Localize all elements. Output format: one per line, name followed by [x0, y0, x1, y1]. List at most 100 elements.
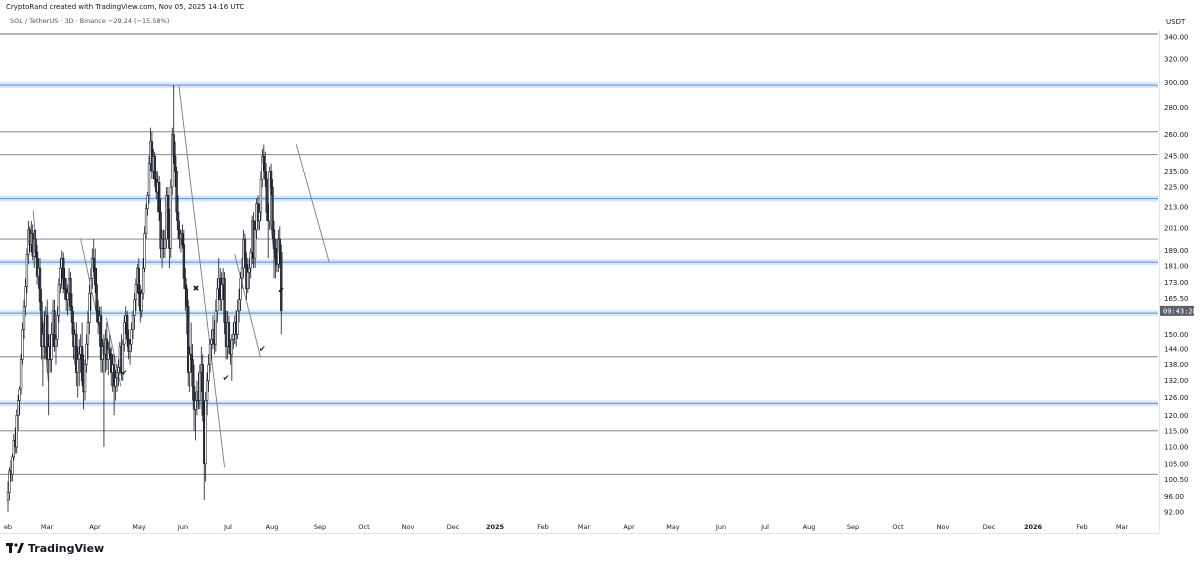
candle-body — [205, 380, 209, 401]
time-tick-label: Aug — [803, 523, 816, 531]
price-tick-label: 245.00 — [1164, 153, 1189, 161]
time-tick-label: May — [666, 523, 680, 531]
candle-body — [248, 267, 251, 273]
candle-body — [236, 310, 239, 335]
candle-body — [110, 353, 113, 373]
candle-body — [262, 155, 265, 164]
price-tick-label: 225.00 — [1164, 184, 1189, 192]
candle-body — [66, 292, 69, 300]
candle-body — [198, 372, 202, 401]
candle-body — [40, 301, 43, 347]
candle-body — [210, 338, 213, 345]
candle-body — [6, 492, 10, 501]
candle-body — [117, 366, 120, 373]
candle-body — [50, 334, 53, 360]
price-tick-label: 110.00 — [1164, 443, 1189, 451]
price-tick-label: 144.00 — [1164, 346, 1189, 354]
price-tick-label: 100.50 — [1164, 476, 1189, 484]
candle-body — [243, 238, 247, 259]
price-tick-label: 213.00 — [1164, 203, 1189, 211]
candle-body — [89, 278, 93, 294]
price-tick-label: 320.00 — [1164, 56, 1189, 64]
candle-body — [163, 238, 167, 249]
candle-body — [59, 267, 62, 285]
time-tick-label: 2026 — [1024, 523, 1043, 531]
candle-body — [239, 278, 242, 300]
candle-body — [278, 238, 281, 253]
time-tick-label: Apr — [89, 523, 101, 531]
price-tick-label: 173.00 — [1164, 279, 1189, 287]
candle-body — [85, 343, 88, 365]
candle-body — [78, 353, 81, 360]
candle-body — [46, 315, 49, 360]
time-tick-label: Mar — [41, 523, 54, 531]
last-price-badge: 09:43:28 — [1160, 305, 1197, 316]
horizontal-levels — [0, 33, 1158, 475]
candle-body — [75, 334, 78, 373]
check-marker: ✔ — [121, 368, 128, 377]
price-tick-label: 181.00 — [1164, 263, 1189, 271]
candle-body — [184, 278, 187, 290]
trendline — [234, 254, 261, 357]
time-tick-label: Jul — [223, 523, 232, 531]
svg-text:09:43:28: 09:43:28 — [1163, 307, 1197, 315]
brand-name: TradingView — [28, 541, 105, 555]
candle-body — [35, 252, 39, 277]
candle-body — [133, 299, 136, 316]
candle-body — [99, 315, 103, 360]
time-tick-label: Mar — [578, 523, 591, 531]
candle-body — [53, 310, 56, 347]
tradingview-logo: TradingView — [6, 541, 104, 555]
candle-body — [18, 388, 21, 401]
candles — [6, 85, 283, 512]
candle-body — [169, 186, 172, 249]
candle-body — [265, 178, 268, 213]
candle-body — [185, 288, 188, 307]
candle-body — [143, 233, 146, 269]
candle-body — [240, 267, 244, 279]
candle-body — [70, 306, 74, 323]
candle-body — [56, 315, 59, 340]
candle-body — [223, 278, 226, 323]
candle-body — [134, 284, 138, 300]
candle-body — [191, 359, 194, 387]
symbol-info: SOL / TetherUS · 3D · Binance −29.24 (−1… — [10, 17, 170, 25]
time-tick-label: Mar — [1116, 523, 1129, 531]
check-marker: ✔ — [223, 374, 230, 383]
price-tick-label: 132.00 — [1164, 377, 1189, 385]
candle-body — [137, 267, 140, 294]
time-tick-label: May — [132, 523, 146, 531]
candle-body — [24, 286, 27, 307]
candle-body — [272, 229, 276, 249]
time-tick-label: Jun — [177, 523, 188, 531]
candle-body — [181, 233, 184, 245]
candle-body — [128, 343, 132, 352]
candle-body — [237, 299, 241, 312]
price-tick-label: 92.00 — [1164, 508, 1184, 516]
candle-body — [80, 346, 84, 382]
candle-body — [253, 229, 257, 259]
candle-body — [25, 253, 29, 288]
candle-body — [176, 211, 180, 231]
time-tick-label: Nov — [402, 523, 415, 531]
time-tick-label: Feb — [537, 523, 549, 531]
candle-body — [114, 377, 117, 387]
candle-body — [280, 252, 283, 312]
candle-body — [264, 163, 267, 180]
candle-body — [188, 353, 191, 373]
candle-body — [126, 315, 129, 340]
chart-header-title: CryptoRand created with TradingView.com,… — [6, 3, 245, 11]
candle-body — [95, 284, 98, 312]
trendlines — [32, 86, 330, 468]
candle-body — [194, 400, 197, 410]
time-tick-label: Oct — [358, 523, 370, 531]
candle-body — [172, 134, 175, 157]
candle-body — [261, 155, 264, 180]
currency-label: USDT — [1166, 18, 1186, 26]
candle-body — [83, 364, 87, 393]
candle-body — [269, 171, 273, 188]
candle-body — [259, 178, 263, 213]
candle-body — [249, 252, 252, 269]
trendline — [178, 86, 226, 468]
